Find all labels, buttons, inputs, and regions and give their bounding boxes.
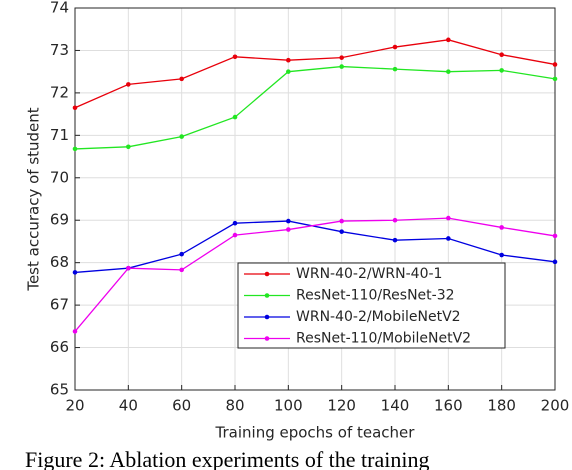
point [232,114,238,120]
point [286,57,291,63]
point [552,259,558,265]
plot-frame [74,7,556,391]
point [286,218,291,224]
x-tick-label: 120 [327,397,356,415]
point [446,37,451,43]
x-tick-label: 160 [434,397,463,415]
point [392,66,398,72]
point [499,52,504,57]
point [446,236,451,241]
point [499,68,504,73]
y-tick-label: 66 [50,338,69,356]
x-tick-label: 40 [119,397,138,415]
point [286,227,291,232]
legend-label: ResNet-110/MobileNetV2 [296,331,471,347]
point [286,69,291,74]
point [392,237,398,243]
point [72,329,78,334]
point [339,229,344,234]
point [179,251,184,257]
caption: Figure 2: Ablation experiments of the tr… [25,447,429,470]
x-axis-label: Training epochs of teacher [215,424,416,442]
point [232,220,238,226]
point [179,76,184,82]
legend-marker [264,293,270,298]
point [232,232,238,238]
x-tick-label: 140 [381,397,410,415]
point [72,146,78,152]
y-tick-label: 68 [50,253,69,271]
x-tick-label: 180 [487,397,516,415]
legend-marker [264,336,270,341]
point [446,69,451,74]
x-tick-label: 20 [65,397,84,415]
legend-marker [264,314,270,320]
x-tick-label: 60 [172,397,191,415]
legend-marker [264,271,270,277]
point [126,144,131,150]
point [552,233,558,239]
y-tick-label: 73 [50,41,69,59]
x-tick-label: 200 [541,397,570,415]
point [232,54,238,60]
point [179,134,184,139]
series-line [74,65,556,150]
point [499,252,504,258]
point [339,218,344,224]
y-tick-label: 70 [50,168,69,186]
legend-label: WRN-40-2/MobileNetV2 [296,309,461,325]
point [72,270,78,275]
x-tick-label: 80 [225,397,244,415]
x-tick-label: 100 [274,397,303,415]
y-tick-label: 72 [50,83,69,101]
legend-label: ResNet-110/ResNet-32 [296,288,455,304]
y-axis-label: Test accuracy of student [25,107,43,291]
series-line [74,220,556,274]
point [552,62,558,67]
legend-label: WRN-40-2/WRN-40-1 [296,266,442,282]
series-line [74,217,556,332]
y-tick-label: 71 [50,126,69,144]
legend-box [237,262,506,349]
y-tick-label: 67 [50,296,69,314]
point [446,215,451,221]
point [552,76,558,82]
point [126,265,131,271]
point [392,44,398,50]
y-tick-label: 74 [50,0,69,17]
point [72,105,78,111]
point [339,64,344,69]
point [339,55,344,60]
point [179,267,184,273]
series-line [74,39,556,109]
y-tick-label: 65 [50,381,69,399]
point [499,225,504,230]
point [126,82,131,87]
point [392,217,398,223]
y-tick-label: 69 [50,211,69,229]
